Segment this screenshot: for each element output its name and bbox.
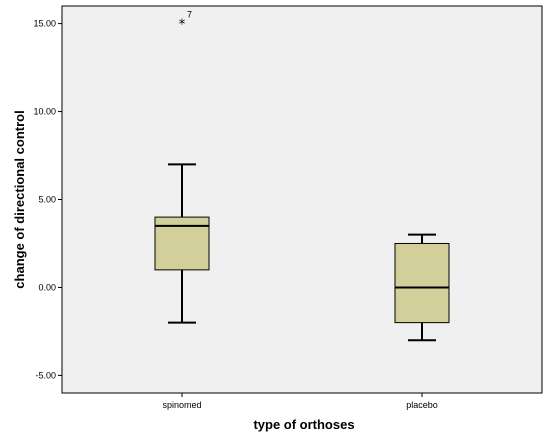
y-tick-label: 0.00 [38,282,56,292]
y-tick-label: -5.00 [35,370,56,380]
y-axis: -5.00 0.00 5.00 10.00 15.00 [33,19,62,380]
x-tick-label: placebo [406,400,438,410]
outlier-label: 7 [187,10,192,20]
y-tick-label: 10.00 [33,107,56,117]
x-tick-label: spinomed [162,400,201,410]
outlier-marker: * [179,18,186,33]
y-axis-title: change of directional control [12,110,27,288]
box-group [394,233,450,342]
plot-area [61,5,543,394]
y-tick-label: 15.00 [33,19,56,29]
box-group: *7 [154,10,210,324]
x-axis: spinomed placebo [162,393,438,410]
box-iqr [394,242,450,324]
y-tick-label: 5.00 [38,195,56,205]
x-axis-title: type of orthoses [253,417,354,432]
boxes: *7 [154,10,450,342]
